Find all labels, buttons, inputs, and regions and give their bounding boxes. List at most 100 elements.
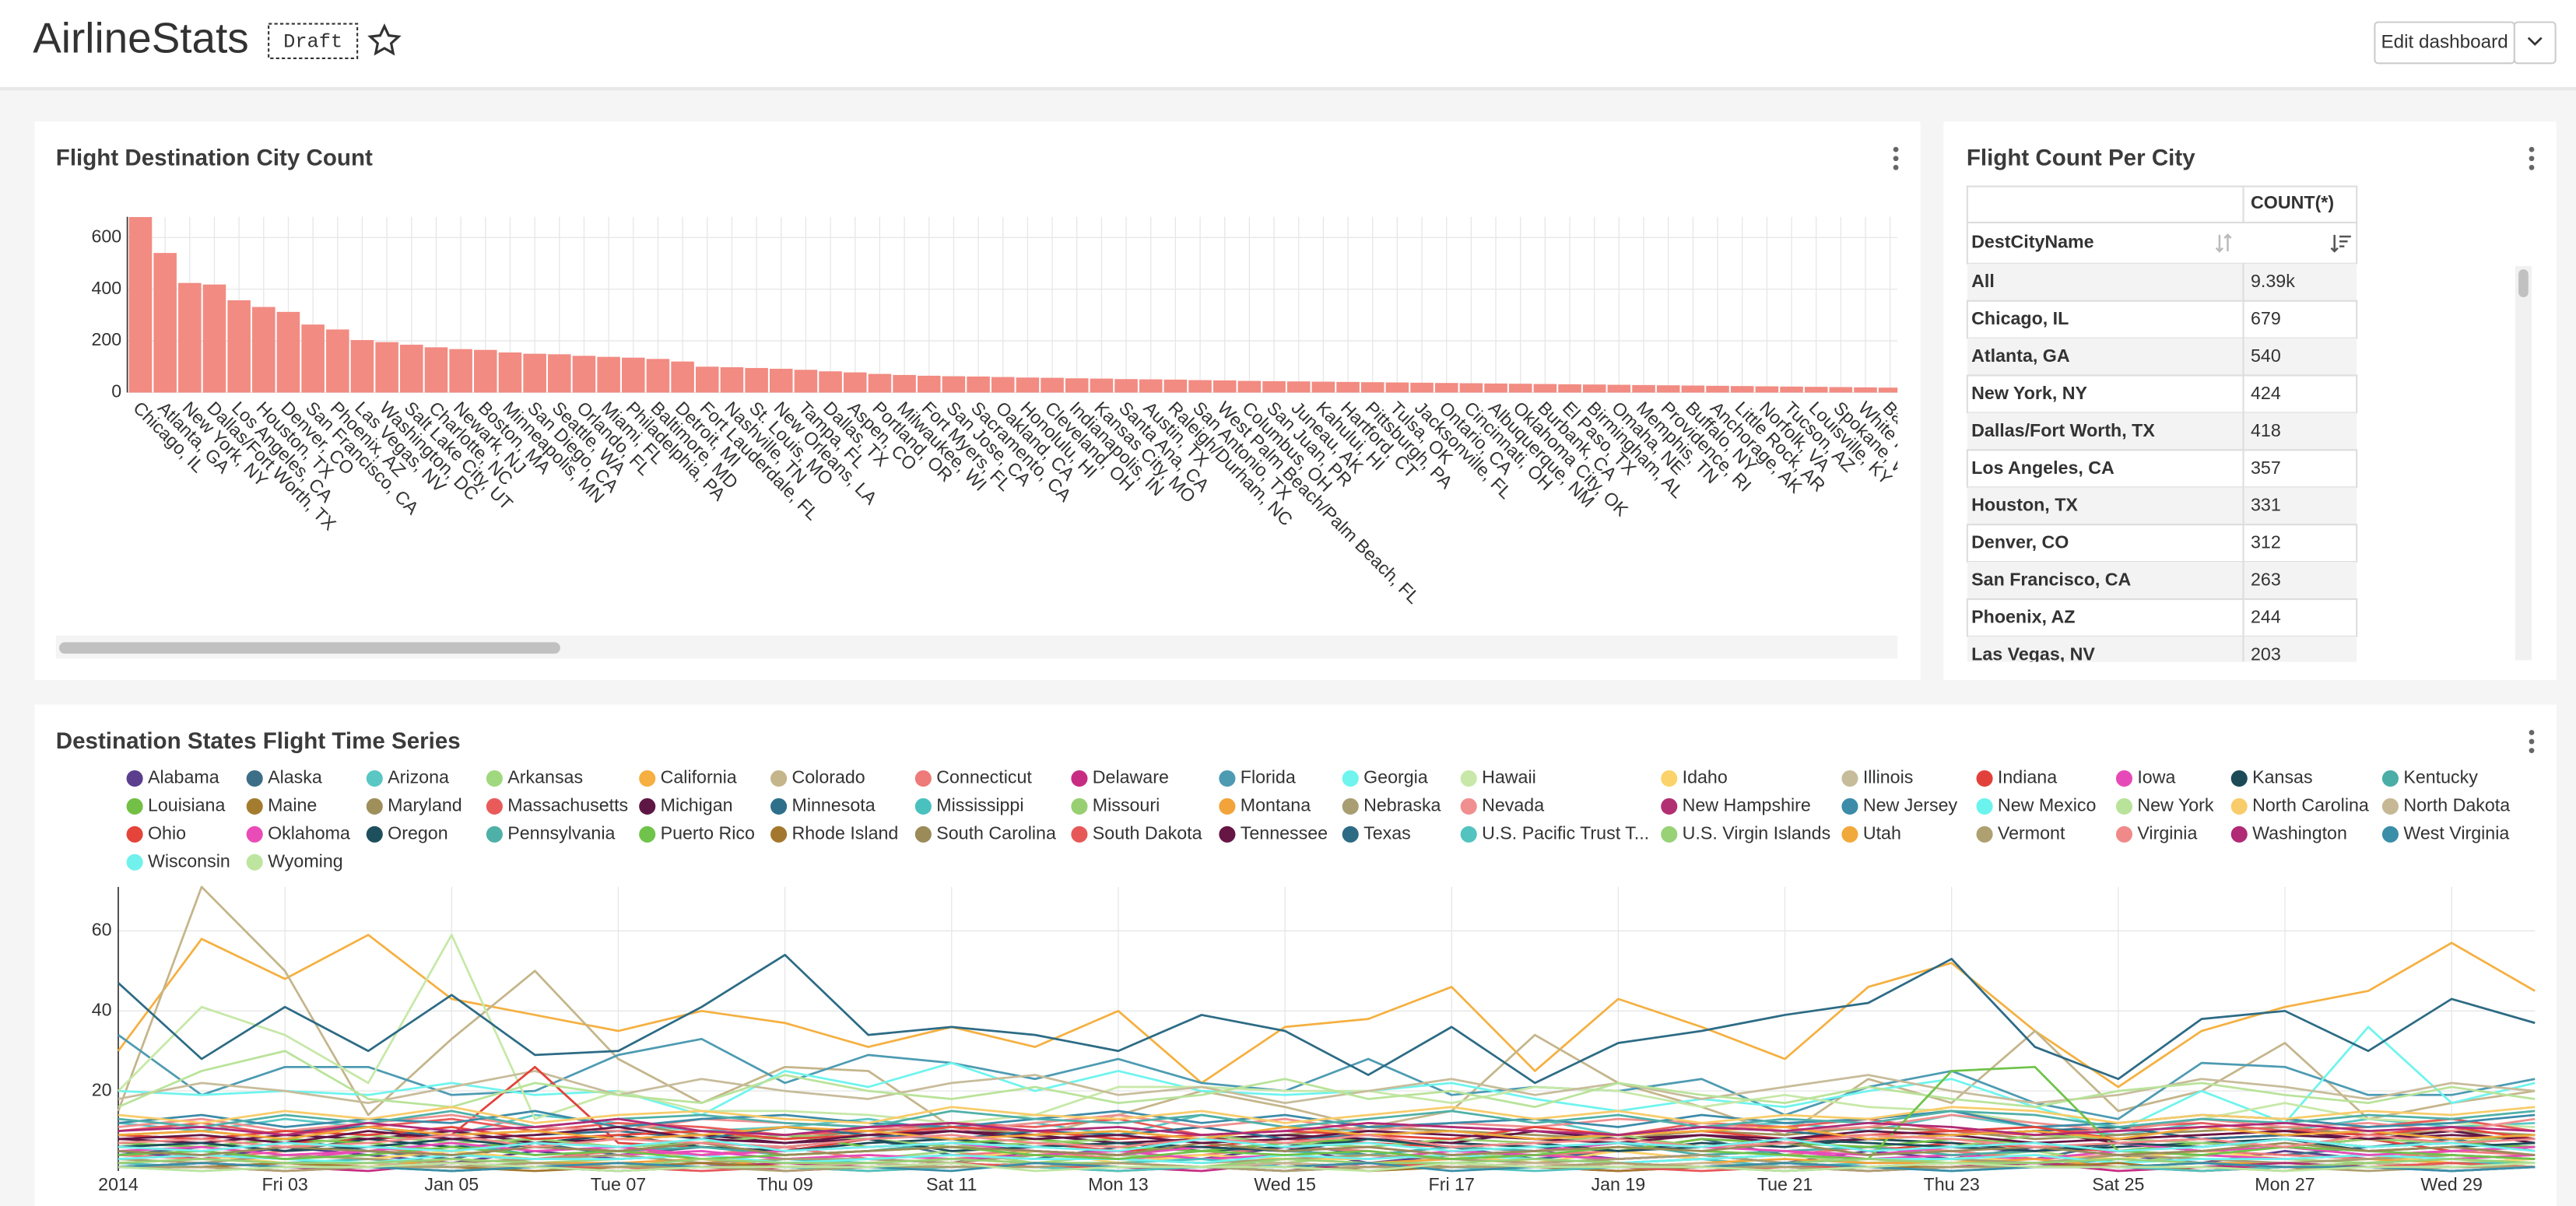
bar[interactable]: [769, 368, 793, 393]
legend-label[interactable]: Kansas: [2252, 767, 2312, 787]
legend-label[interactable]: New Jersey: [1863, 795, 1958, 815]
legend-swatch[interactable]: [2230, 770, 2248, 787]
legend-swatch[interactable]: [770, 826, 788, 843]
bar[interactable]: [819, 371, 842, 393]
bar[interactable]: [794, 370, 818, 393]
bar[interactable]: [1878, 387, 1902, 393]
legend-label[interactable]: Kentucky: [2403, 767, 2478, 787]
legend-label[interactable]: Louisiana: [148, 795, 225, 815]
series-line[interactable]: [117, 885, 2536, 1137]
legend-swatch[interactable]: [914, 826, 932, 843]
legend-label[interactable]: Oklahoma: [268, 822, 350, 843]
bar[interactable]: [252, 307, 275, 393]
sort-icon[interactable]: [2215, 233, 2232, 253]
legend-swatch[interactable]: [1976, 826, 1993, 843]
legend-label[interactable]: North Carolina: [2252, 795, 2369, 815]
legend-swatch[interactable]: [1219, 798, 1236, 815]
legend-label[interactable]: New Hampshire: [1683, 795, 1811, 815]
series-line[interactable]: [118, 1106, 2536, 1124]
series-line[interactable]: [118, 1050, 2536, 1109]
legend-swatch[interactable]: [1342, 798, 1359, 815]
bar[interactable]: [1041, 377, 1064, 393]
legend-swatch[interactable]: [639, 770, 656, 787]
bar[interactable]: [1114, 379, 1138, 393]
legend-swatch[interactable]: [1071, 798, 1088, 815]
legend-swatch[interactable]: [2115, 826, 2133, 843]
legend-swatch[interactable]: [246, 826, 263, 843]
legend-swatch[interactable]: [126, 826, 143, 843]
bar[interactable]: [1286, 381, 1311, 393]
legend-swatch[interactable]: [486, 770, 503, 787]
legend-swatch[interactable]: [914, 770, 932, 787]
bar[interactable]: [1434, 383, 1458, 393]
legend-swatch[interactable]: [1841, 798, 1858, 815]
bar[interactable]: [301, 324, 325, 393]
legend-swatch[interactable]: [914, 798, 932, 815]
series-line[interactable]: [118, 1117, 2536, 1137]
legend-label[interactable]: Iowa: [2137, 767, 2175, 787]
series-line[interactable]: [118, 1126, 2536, 1145]
legend-swatch[interactable]: [639, 826, 656, 843]
bar[interactable]: [276, 311, 300, 393]
legend-label[interactable]: Vermont: [1998, 822, 2065, 843]
bar[interactable]: [1804, 387, 1828, 393]
series-line[interactable]: [118, 1126, 2536, 1141]
legend-swatch[interactable]: [1460, 798, 1477, 815]
bar[interactable]: [523, 353, 546, 393]
legend-label[interactable]: Montana: [1241, 795, 1311, 815]
legend-label[interactable]: California: [661, 767, 737, 787]
legend-swatch[interactable]: [246, 854, 263, 871]
legend-label[interactable]: Michigan: [661, 795, 733, 815]
legend-label[interactable]: Pennsylvania: [507, 822, 615, 843]
bar[interactable]: [597, 356, 620, 393]
bar[interactable]: [1484, 383, 1507, 393]
bar[interactable]: [350, 340, 374, 393]
bar[interactable]: [1262, 380, 1286, 393]
bar[interactable]: [1730, 386, 1754, 393]
panel-menu[interactable]: [2529, 146, 2535, 170]
legend-label[interactable]: Puerto Rico: [661, 822, 755, 843]
bar[interactable]: [1780, 386, 1803, 393]
legend-label[interactable]: Washington: [2252, 822, 2347, 843]
legend-swatch[interactable]: [366, 770, 383, 787]
bar[interactable]: [1755, 386, 1779, 393]
series-line[interactable]: [118, 1113, 2536, 1137]
legend-swatch[interactable]: [1841, 826, 1858, 843]
legend-swatch[interactable]: [366, 826, 383, 843]
legend-label[interactable]: Idaho: [1683, 767, 1728, 787]
legend-swatch[interactable]: [1661, 770, 1678, 787]
legend-label[interactable]: Georgia: [1363, 767, 1428, 787]
series-line[interactable]: [118, 1070, 2536, 1104]
bar[interactable]: [1656, 385, 1680, 393]
legend-label[interactable]: Minnesota: [791, 795, 875, 815]
legend-swatch[interactable]: [639, 798, 656, 815]
bar[interactable]: [548, 354, 571, 393]
bar[interactable]: [843, 372, 867, 393]
legend-swatch[interactable]: [2381, 798, 2399, 815]
bar[interactable]: [991, 377, 1015, 393]
bar[interactable]: [1163, 379, 1188, 393]
legend-swatch[interactable]: [126, 770, 143, 787]
bar[interactable]: [917, 375, 941, 393]
legend-label[interactable]: South Dakota: [1093, 822, 1202, 843]
legend-swatch[interactable]: [1071, 770, 1088, 787]
legend-swatch[interactable]: [246, 770, 263, 787]
bar[interactable]: [1213, 380, 1237, 393]
bar[interactable]: [1706, 385, 1729, 393]
bar[interactable]: [1607, 384, 1631, 393]
legend-swatch[interactable]: [2381, 770, 2399, 787]
bar[interactable]: [1582, 384, 1606, 393]
bar[interactable]: [1385, 382, 1409, 393]
legend-label[interactable]: Massachusetts: [507, 795, 628, 815]
legend-swatch[interactable]: [1661, 826, 1678, 843]
bar[interactable]: [893, 374, 916, 393]
bar[interactable]: [745, 367, 768, 393]
series-line[interactable]: [118, 1065, 2536, 1160]
bar[interactable]: [1681, 385, 1705, 393]
sort-icon[interactable]: [2330, 234, 2351, 253]
legend-label[interactable]: Delaware: [1093, 767, 1169, 787]
bar[interactable]: [720, 366, 744, 393]
legend-label[interactable]: Ohio: [148, 822, 186, 843]
legend-swatch[interactable]: [1460, 826, 1477, 843]
series-line[interactable]: [118, 1154, 2536, 1165]
